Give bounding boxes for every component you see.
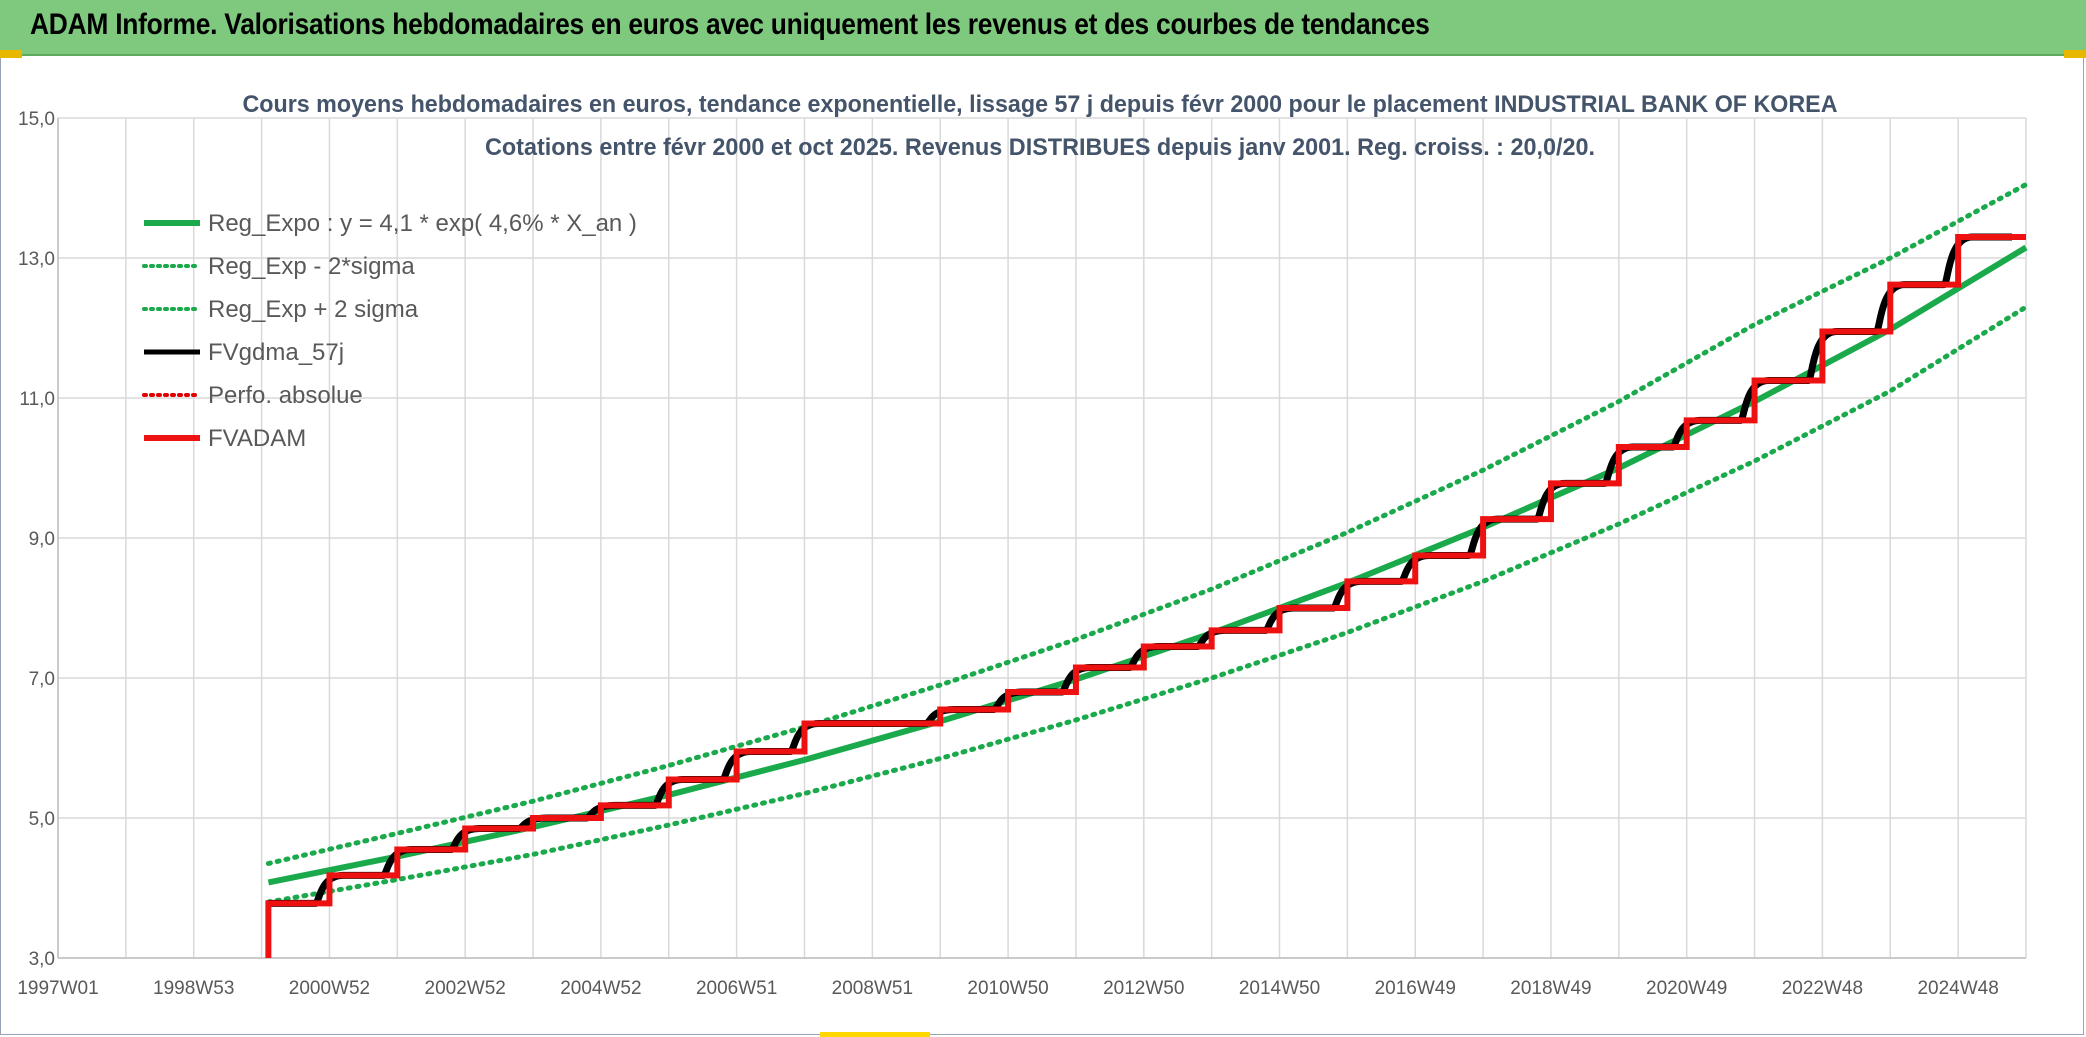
- y-tick-label: 5,0: [29, 809, 55, 830]
- series-layer: [265, 182, 2029, 958]
- x-tick-label: 2002W52: [425, 978, 506, 999]
- chart: 3,0 5,0 7,0 9,0 11,0 13,0 15,0 1997W01 1998W53 20…: [17, 91, 2029, 999]
- grid-layer: [57, 117, 2027, 959]
- x-tick-label: 2022W48: [1782, 978, 1863, 999]
- x-tick-label: 2012W50: [1103, 978, 1184, 999]
- x-tick-label: 2006W51: [696, 978, 777, 999]
- legend-label: Reg_Exp + 2 sigma: [208, 296, 419, 323]
- series-reg-expo: [267, 244, 2028, 886]
- x-tick-label: 2010W50: [967, 978, 1048, 999]
- series-fvadam: [265, 234, 2026, 958]
- x-tick-label: 2018W49: [1510, 978, 1591, 999]
- legend-label: FVgdma_57j: [208, 339, 344, 366]
- legend-label: Reg_Exp - 2*sigma: [208, 253, 415, 280]
- x-tick-label: 2024W48: [1917, 978, 1998, 999]
- bottom-mark: [820, 1032, 930, 1037]
- y-tick-label: 7,0: [29, 669, 55, 690]
- series-reg-plus-2sigma: [265, 182, 2029, 866]
- series-reg-minus-2sigma: [265, 304, 2029, 905]
- x-tick-label: 2020W49: [1646, 978, 1727, 999]
- x-tick-label: 2004W52: [560, 978, 641, 999]
- legend-label: Reg_Expo : y = 4,1 * exp( 4,6% * X_an ): [208, 210, 637, 237]
- chart-title: Cours moyens hebdomadaires en euros, ten…: [243, 91, 1838, 118]
- y-tick-label: 15,0: [18, 109, 55, 130]
- x-tick-label: 1998W53: [153, 978, 234, 999]
- y-tick-label: 13,0: [18, 249, 55, 270]
- x-tick-label: 2014W50: [1239, 978, 1320, 999]
- y-tick-label: 11,0: [19, 389, 55, 410]
- x-tick-label: 2000W52: [289, 978, 370, 999]
- axis-layer: 3,0 5,0 7,0 9,0 11,0 13,0 15,0 1997W01 1998W53 20…: [17, 109, 2026, 999]
- legend-label: FVADAM: [208, 425, 306, 452]
- x-tick-label: 2016W49: [1375, 978, 1456, 999]
- y-tick-label: 3,0: [29, 949, 55, 970]
- page-title: ADAM Informe. Valorisations hebdomadaire…: [30, 8, 1430, 41]
- header-corner-left: [0, 50, 22, 58]
- y-tick-label: 9,0: [29, 529, 55, 550]
- header-bar: ADAM Informe. Valorisations hebdomadaire…: [0, 0, 2086, 56]
- legend-layer: Reg_Expo : y = 4,1 * exp( 4,6% * X_an ) R…: [142, 210, 637, 452]
- x-tick-label: 2008W51: [832, 978, 913, 999]
- legend-label: Perfo. absolue: [208, 382, 363, 409]
- x-tick-label: 1997W01: [17, 978, 98, 999]
- header-corner-right: [2064, 50, 2086, 58]
- chart-subtitle: Cotations entre févr 2000 et oct 2025. R…: [485, 134, 1595, 161]
